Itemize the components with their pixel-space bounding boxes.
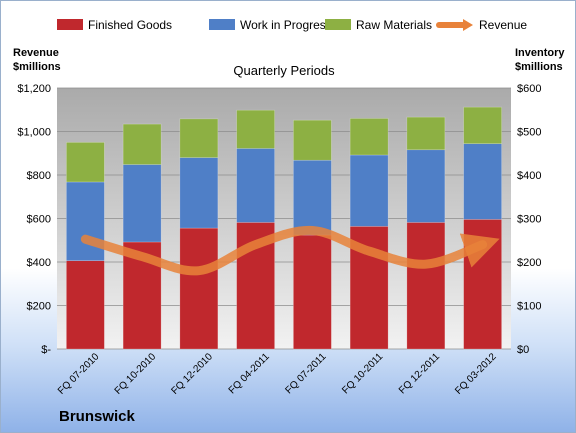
legend-swatch — [209, 19, 235, 30]
x-tick-label: FQ 04-2011 — [227, 351, 272, 396]
x-tick-label: FQ 07-2010 — [56, 351, 102, 397]
right-tick-label: $600 — [517, 83, 541, 95]
company-name: Brunswick — [59, 408, 136, 425]
bar-work-in-progress — [122, 164, 162, 243]
right-tick-label: $300 — [517, 214, 541, 226]
right-tick-label: $0 — [517, 344, 529, 356]
right-axis-title: Inventory $millions — [515, 47, 565, 73]
right-tick-label: $500 — [517, 127, 541, 139]
bar-work-in-progress — [293, 159, 332, 236]
bar-raw-materials — [66, 142, 105, 183]
right-tick-label: $200 — [517, 257, 541, 269]
left-tick-label: $200 — [27, 301, 51, 313]
bar-work-in-progress — [349, 154, 389, 227]
x-axis-labels: FQ 07-2010 FQ 10-2010 FQ 12-2010 FQ 04-2011… — [56, 351, 499, 397]
bar-raw-materials — [406, 116, 446, 151]
left-tick-label: $1,000 — [17, 127, 51, 139]
legend-label: Work in Progress — [240, 18, 332, 32]
bar-finished-goods — [406, 222, 446, 350]
left-tick-label: $1,200 — [17, 83, 51, 95]
bar-raw-materials — [122, 123, 162, 165]
legend-arrow — [463, 19, 473, 31]
bar-raw-materials — [463, 106, 502, 144]
legend-swatch — [57, 19, 83, 30]
bar-raw-materials — [179, 118, 219, 158]
bar-raw-materials — [349, 118, 389, 156]
revenue-line-path — [80, 225, 500, 276]
chart-title: Quarterly Periods — [233, 63, 335, 78]
left-tick-label: $800 — [27, 170, 51, 182]
bar-finished-goods — [179, 227, 219, 350]
bar-work-in-progress — [66, 181, 105, 261]
legend-label: Finished Goods — [88, 18, 172, 32]
bar-finished-goods — [463, 219, 502, 350]
bar-raw-materials — [293, 119, 332, 161]
bar-work-in-progress — [179, 157, 219, 229]
x-tick-label: FQ 10-2011 — [340, 351, 385, 396]
x-tick-label: FQ 07-2011 — [284, 351, 329, 396]
bar-work-in-progress — [463, 143, 502, 220]
bar-finished-goods — [66, 260, 105, 350]
revenue-line — [80, 225, 500, 276]
left-axis-title: Revenue $millions — [13, 47, 61, 73]
right-tick-label: $400 — [517, 170, 541, 182]
x-tick-label: FQ 12-2011 — [397, 351, 442, 396]
left-tick-label: $400 — [27, 257, 51, 269]
right-tick-label: $100 — [517, 301, 541, 313]
legend-label: Raw Materials — [356, 18, 432, 32]
legend-swatch — [325, 19, 351, 30]
bar-raw-materials — [236, 109, 275, 149]
legend-label: Revenue — [479, 18, 527, 32]
x-tick-label: FQ 03-2012 — [453, 351, 499, 397]
left-tick-label: $- — [41, 344, 51, 356]
left-axis-ticks: $- $200 $400 $600 $800 $1,000 $1,200 — [17, 83, 51, 356]
x-tick-label: FQ 10-2010 — [113, 351, 159, 397]
x-tick-label: FQ 12-2010 — [169, 351, 215, 397]
right-axis-ticks: $0 $100 $200 $300 $400 $500 $600 — [517, 83, 541, 356]
left-tick-label: $600 — [27, 214, 51, 226]
bar-work-in-progress — [406, 149, 446, 223]
bar-finished-goods — [293, 234, 332, 350]
bar-work-in-progress — [236, 148, 275, 223]
legend: Finished Goods Work in Progress Raw Materi… — [57, 18, 527, 32]
